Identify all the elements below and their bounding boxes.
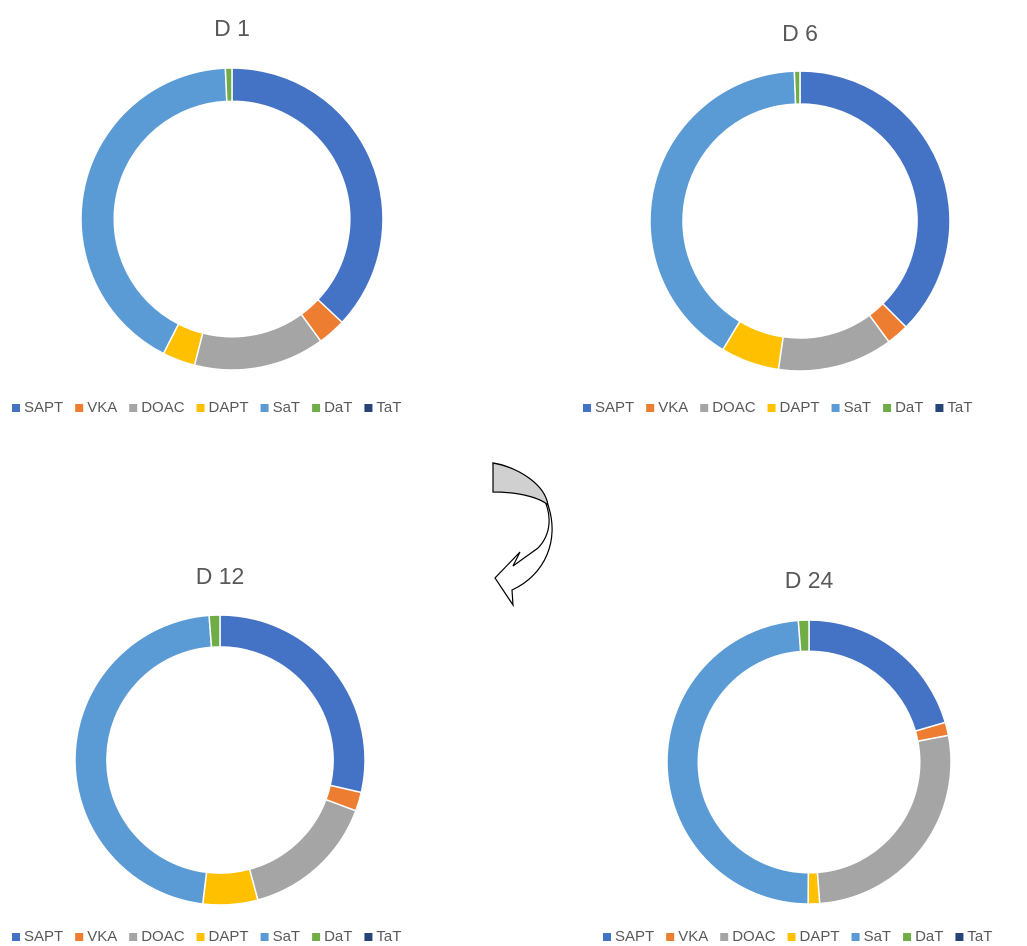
legend-label: DOAC [732, 928, 776, 945]
segment [807, 871, 821, 905]
chart-title: D 1 [214, 15, 250, 41]
legend-swatch [129, 404, 138, 412]
legend-label: VKA [87, 399, 117, 416]
segment [797, 619, 810, 653]
doughnut-chart: D 12 SAPT VKA DOAC DAPT SaT DaT TaT [12, 563, 401, 945]
legend-label: SAPT [615, 928, 654, 945]
legend-label: SAPT [595, 399, 634, 416]
legend-swatch [787, 933, 796, 941]
legend-swatch [12, 933, 20, 941]
segment [248, 798, 357, 901]
legend-swatch [260, 933, 269, 941]
legend-label: TaT [947, 399, 972, 416]
legend-swatch [312, 933, 321, 941]
legend-label: SaT [864, 928, 892, 945]
legend-swatch [955, 933, 964, 941]
segment [201, 868, 259, 906]
legend-label: VKA [678, 928, 708, 945]
segment [208, 614, 221, 649]
legend-label: DAPT [780, 399, 820, 416]
legend-label: SaT [273, 399, 301, 416]
legend-swatch [312, 404, 321, 412]
legend-label: SAPT [24, 399, 63, 416]
legend-swatch [646, 404, 655, 412]
legend-swatch [903, 933, 912, 941]
segment [80, 67, 228, 355]
legend-label: DaT [915, 928, 943, 945]
legend-swatch [75, 404, 84, 412]
legend-label: DaT [324, 399, 352, 416]
legend-swatch [196, 404, 205, 412]
segment [793, 70, 801, 105]
legend-label: DaT [324, 928, 352, 945]
segment [224, 67, 233, 103]
legend-swatch [831, 404, 840, 412]
segment [666, 619, 810, 905]
legend-swatch [851, 933, 860, 941]
segment [808, 619, 947, 733]
segment [219, 614, 366, 794]
legend-label: DAPT [800, 928, 840, 945]
legend-label: DAPT [209, 928, 249, 945]
legend-swatch [583, 404, 591, 412]
doughnut-chart: D 24 SAPT VKA DOAC DAPT SaT DaT TaT [603, 567, 992, 945]
legend-swatch [196, 933, 205, 941]
segment [777, 314, 890, 372]
chart-title: D 6 [782, 20, 818, 46]
doughnut-chart: D 6 SAPT VKA DOAC DAPT SaT DaT TaT [583, 20, 972, 416]
legend-swatch [935, 404, 944, 412]
segment [231, 67, 384, 324]
arrow-shade [492, 462, 549, 507]
segment [816, 734, 952, 905]
legend-label: SaT [844, 399, 872, 416]
legend-swatch [260, 404, 269, 412]
legend-swatch [883, 404, 892, 412]
legend-swatch [666, 933, 675, 941]
legend-label: DaT [895, 399, 923, 416]
segment [799, 70, 951, 329]
legend-swatch [603, 933, 611, 941]
chart-title: D 24 [785, 567, 834, 593]
legend-label: SAPT [24, 928, 63, 945]
legend-swatch [75, 933, 84, 941]
legend-label: TaT [967, 928, 992, 945]
legend-swatch [364, 933, 373, 941]
legend-label: TaT [376, 928, 401, 945]
legend-label: DOAC [141, 399, 185, 416]
legend-label: DOAC [141, 928, 185, 945]
legend-swatch [720, 933, 729, 941]
chart-title: D 12 [196, 563, 245, 589]
legend-swatch [364, 404, 373, 412]
legend-swatch [129, 933, 138, 941]
doughnut-chart: D 1 SAPT VKA DOAC DAPT SaT DaT TaT [12, 15, 401, 416]
legend-label: TaT [376, 399, 401, 416]
legend-swatch [767, 404, 776, 412]
legend-swatch [12, 404, 20, 412]
segment [649, 70, 797, 351]
legend-label: DOAC [712, 399, 756, 416]
legend-label: DAPT [209, 399, 249, 416]
legend-swatch [700, 404, 709, 412]
segment [74, 614, 213, 905]
legend-label: VKA [87, 928, 117, 945]
segment [193, 313, 322, 371]
legend-label: SaT [273, 928, 301, 945]
legend-label: VKA [658, 399, 688, 416]
